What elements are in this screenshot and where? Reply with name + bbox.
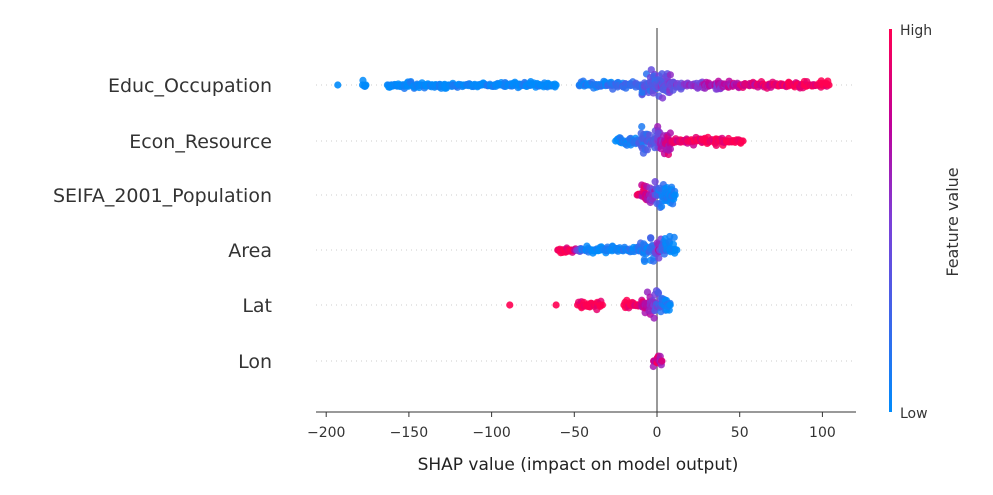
x-tick-label: −100	[472, 425, 510, 441]
colorbar-low-label: Low	[900, 406, 928, 422]
x-tick-label: −50	[560, 425, 590, 441]
x-tick-label: −150	[390, 425, 428, 441]
shap-point	[670, 233, 678, 241]
shap-point	[825, 81, 833, 89]
shap-point	[598, 301, 607, 309]
shap-point	[651, 178, 659, 186]
x-tick-label: −200	[307, 425, 345, 441]
shap-point	[552, 81, 560, 89]
x-axis-ticks: −200 −150 −100 −50 0 50 100	[307, 412, 836, 441]
shap-point	[655, 254, 663, 262]
x-tick-label: 50	[731, 425, 749, 441]
shap-point	[666, 71, 674, 79]
feature-label: Area	[228, 240, 272, 262]
feature-label: Lon	[238, 351, 272, 373]
colorbar	[889, 29, 892, 412]
feature-label: Educ_Occupation	[108, 75, 272, 97]
x-tick-label: 0	[653, 425, 662, 441]
shap-point	[640, 256, 648, 264]
shap-point	[650, 314, 658, 322]
shap-point	[334, 81, 342, 89]
shap-point	[739, 137, 747, 145]
x-tick-label: 100	[809, 425, 836, 441]
beeswarm-points	[334, 66, 833, 371]
shap-point	[506, 301, 514, 309]
shap-point	[645, 131, 654, 139]
shap-point	[673, 246, 681, 254]
shap-point	[643, 146, 652, 154]
colorbar-title: Feature value	[943, 167, 962, 276]
shap-point	[657, 202, 666, 211]
shap-point	[666, 145, 675, 153]
shap-point	[638, 122, 646, 131]
shap-point	[658, 357, 666, 365]
shap-point	[666, 129, 674, 137]
shap-point	[552, 301, 560, 309]
shap-point	[654, 129, 662, 138]
shap-point	[671, 191, 679, 199]
feature-label: Lat	[242, 295, 272, 317]
shap-point	[659, 94, 667, 102]
feature-label: SEIFA_2001_Population	[53, 185, 272, 207]
feature-guide-lines	[316, 84, 856, 362]
feature-labels: Educ_Occupation Econ_Resource SEIFA_2001_P…	[53, 75, 272, 373]
shap-point	[362, 81, 370, 89]
shap-point	[654, 288, 662, 297]
colorbar-high-label: High	[900, 23, 932, 39]
x-axis-label: SHAP value (impact on model output)	[418, 455, 739, 475]
shap-point	[647, 234, 655, 242]
shap-point	[666, 301, 674, 309]
feature-label: Econ_Resource	[129, 131, 272, 153]
